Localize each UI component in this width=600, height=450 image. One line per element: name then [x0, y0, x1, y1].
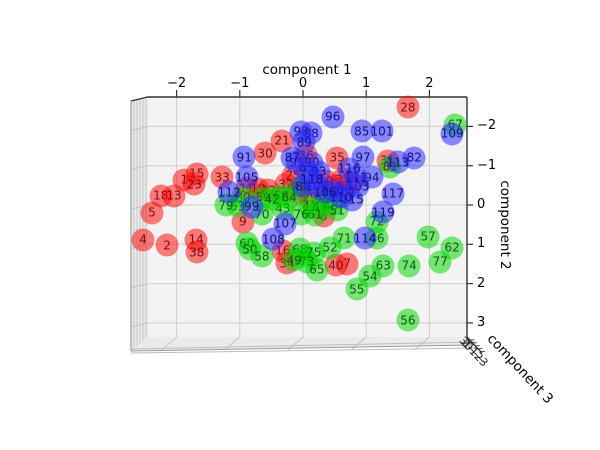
x-axis-title: component 1 — [262, 62, 352, 78]
data-point-56: 56 — [396, 308, 420, 332]
data-point-2: 2 — [155, 233, 179, 257]
data-point-5: 5 — [140, 201, 164, 225]
x-tick-label: 1 — [362, 76, 371, 91]
y-tick-label: −1 — [477, 157, 497, 173]
data-point-13: 13 — [162, 184, 186, 208]
data-point-23: 23 — [182, 172, 206, 196]
data-point-74: 74 — [397, 254, 421, 278]
data-point-116: 116 — [337, 157, 361, 181]
data-point-49: 49 — [282, 248, 306, 272]
data-point-105: 105 — [235, 165, 259, 189]
data-point-28: 28 — [396, 95, 420, 119]
data-point-85: 85 — [350, 119, 374, 143]
data-point-30: 30 — [253, 141, 277, 165]
data-point-55: 55 — [345, 277, 369, 301]
y-tick-label: 0 — [477, 197, 486, 212]
data-point-113: 113 — [386, 150, 410, 174]
y-tick-label: −2 — [477, 118, 497, 134]
data-point-114: 114 — [353, 226, 377, 250]
data-point-118: 118 — [300, 167, 324, 191]
data-point-40: 40 — [324, 253, 348, 277]
data-point-91: 91 — [232, 145, 256, 169]
data-point-119: 119 — [371, 200, 395, 224]
data-point-38: 38 — [185, 240, 209, 264]
data-point-4: 4 — [131, 228, 155, 252]
data-point-112: 112 — [217, 180, 241, 204]
x-tick-label: −2 — [167, 76, 187, 91]
x-tick-label: −1 — [230, 76, 250, 91]
data-point-58: 58 — [250, 244, 274, 268]
data-point-109: 109 — [440, 122, 464, 146]
data-point-117: 117 — [381, 182, 405, 206]
data-point-77: 77 — [428, 250, 452, 274]
data-point-57: 57 — [416, 225, 440, 249]
data-point-101: 101 — [370, 119, 394, 143]
data-point-71: 71 — [332, 226, 356, 250]
data-point-99: 99 — [240, 195, 264, 219]
y-tick-label: 2 — [477, 275, 486, 291]
y-tick-label: 1 — [477, 236, 486, 252]
y-tick-label: 3 — [477, 314, 486, 330]
data-point-65: 65 — [305, 258, 329, 282]
data-point-108: 108 — [261, 227, 285, 251]
x-tick-label: 0 — [298, 76, 308, 91]
x-tick-label: 2 — [425, 76, 434, 91]
data-point-96: 96 — [321, 105, 345, 129]
